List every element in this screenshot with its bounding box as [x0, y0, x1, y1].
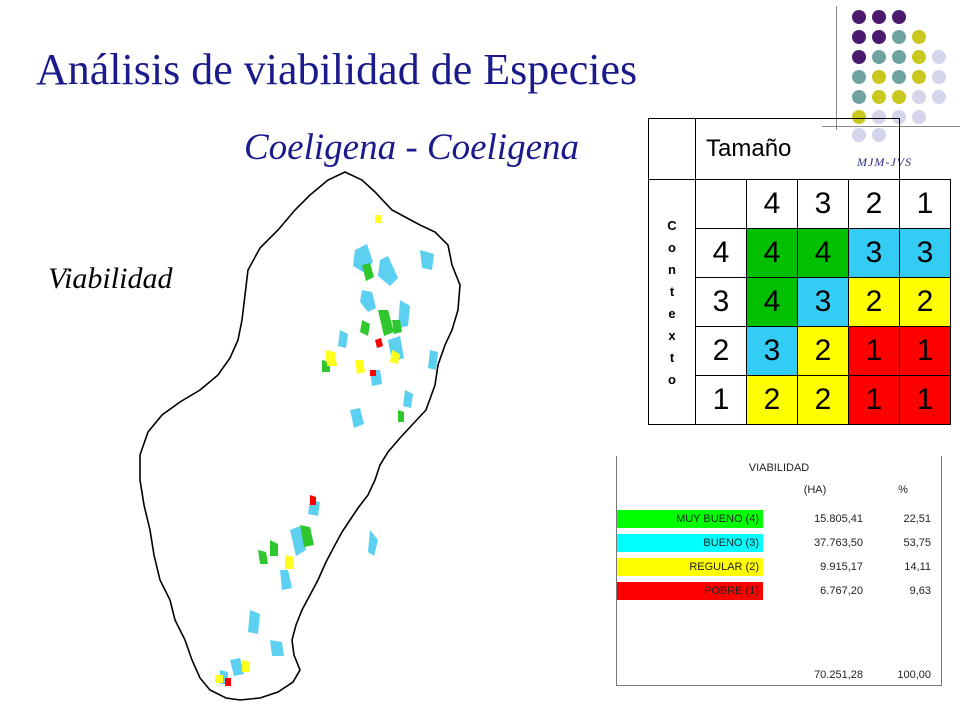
context-value-cell: 4	[695, 228, 747, 278]
context-letter: n	[668, 262, 676, 277]
decorative-dot	[892, 10, 906, 24]
patch-yellow-group	[215, 215, 400, 683]
total-hectares: 70.251,28	[814, 669, 863, 681]
patch-green-group	[258, 263, 404, 564]
matrix-value-cell: 4	[746, 277, 798, 327]
patch-red-group	[225, 338, 383, 686]
decorative-dot	[912, 90, 926, 104]
matrix-value-cell: 2	[848, 277, 900, 327]
decorative-dot	[872, 30, 886, 44]
size-value-cell: 4	[746, 179, 798, 229]
matrix-row: 1 2 2 1 1	[649, 375, 951, 425]
decorative-dot	[872, 50, 886, 64]
decorative-dot	[852, 10, 866, 24]
context-letter: x	[668, 328, 676, 343]
total-percent: 100,00	[897, 669, 931, 681]
table-row: BUENO (3) 37.763,50 53,75	[617, 534, 941, 552]
table-total-row: 70.251,28 100,00	[617, 666, 941, 684]
decorative-dot	[872, 90, 886, 104]
size-value-cell: 1	[899, 179, 951, 229]
matrix-blank-cell	[695, 179, 747, 229]
hectares-value: 9.915,17	[820, 561, 863, 573]
matrix-value-cell: 4	[797, 228, 849, 278]
percent-value: 9,63	[909, 585, 931, 597]
context-value-cell: 3	[695, 277, 747, 327]
decorative-dot	[892, 30, 906, 44]
decorative-dot	[872, 10, 886, 24]
table-row: POBRE (1) 6.767,20 9,63	[617, 582, 941, 600]
viability-summary-table: VIABILIDAD (HA) % MUY BUENO (4) 15.805,4…	[616, 456, 942, 686]
matrix-row: 3 4 3 2 2	[649, 277, 951, 327]
matrix-value-cell: 1	[899, 326, 951, 376]
decorative-dot	[852, 30, 866, 44]
hectares-value: 37.763,50	[814, 537, 863, 549]
size-value-cell: 2	[848, 179, 900, 229]
hectares-value: 15.805,41	[814, 513, 863, 525]
matrix-row: 2 3 2 1 1	[649, 326, 951, 376]
decorative-dot	[872, 70, 886, 84]
category-label: POBRE (1)	[617, 582, 763, 600]
context-letter: o	[668, 372, 676, 387]
matrix-value-cell: 1	[848, 375, 900, 425]
decorative-dot	[912, 70, 926, 84]
decorative-dot	[892, 50, 906, 64]
decorative-dot	[852, 90, 866, 104]
decorative-dot	[932, 90, 946, 104]
hectares-value: 6.767,20	[820, 585, 863, 597]
matrix-row: 4 4 4 3 3	[649, 228, 951, 278]
matrix-value-cell: 2	[797, 326, 849, 376]
matrix-value-cell: 2	[797, 375, 849, 425]
context-letter: e	[668, 306, 676, 321]
matrix-value-cell: 2	[899, 277, 951, 327]
category-label: BUENO (3)	[617, 534, 763, 552]
decorative-dot	[912, 50, 926, 64]
context-value-cell: 2	[695, 326, 747, 376]
matrix-value-cell: 3	[797, 277, 849, 327]
table-row: REGULAR (2) 9.915,17 14,11	[617, 558, 941, 576]
decorative-dot	[912, 30, 926, 44]
column-header-percent: %	[898, 484, 908, 496]
region-outline	[139, 171, 461, 701]
matrix-value-cell: 3	[899, 228, 951, 278]
context-letter: C	[667, 218, 677, 233]
matrix-value-cell: 1	[848, 326, 900, 376]
decorative-dot	[932, 70, 946, 84]
percent-value: 53,75	[903, 537, 931, 549]
matrix-corner-cell	[648, 118, 696, 180]
table-row: MUY BUENO (4) 15.805,41 22,51	[617, 510, 941, 528]
matrix-value-cell: 4	[746, 228, 798, 278]
context-value-cell: 1	[695, 375, 747, 425]
decorative-vertical-line	[836, 6, 837, 130]
page-title: Análisis de viabilidad de Especies	[36, 45, 638, 94]
context-letter: o	[668, 240, 676, 255]
matrix-size-header: Tamaño	[695, 118, 900, 180]
viability-table-title: VIABILIDAD	[748, 462, 810, 474]
decorative-dot	[892, 70, 906, 84]
matrix-context-header: C o n t e x t o	[648, 179, 696, 425]
decorative-dot	[912, 110, 926, 124]
column-header-ha: (HA)	[803, 484, 827, 496]
matrix-value-cell: 3	[848, 228, 900, 278]
matrix-value-cell: 1	[899, 375, 951, 425]
decorative-dot	[892, 90, 906, 104]
matrix-value-cell: 3	[746, 326, 798, 376]
size-value-cell: 3	[797, 179, 849, 229]
viability-label: Viabilidad	[48, 262, 173, 295]
decorative-dot	[852, 70, 866, 84]
matrix-value-cell: 2	[746, 375, 798, 425]
percent-value: 14,11	[904, 561, 931, 573]
decorative-dot	[932, 50, 946, 64]
category-label: REGULAR (2)	[617, 558, 763, 576]
context-letter: t	[669, 284, 675, 299]
context-letter: t	[669, 350, 675, 365]
category-label: MUY BUENO (4)	[617, 510, 763, 528]
viability-map	[139, 171, 461, 701]
decorative-dot	[852, 50, 866, 64]
viability-matrix: Tamaño C o n t e x t o 4 3 2 1 4 4 4 3 3…	[648, 118, 951, 425]
species-subtitle: Coeligena - Coeligena	[244, 127, 579, 168]
percent-value: 22,51	[903, 513, 931, 525]
